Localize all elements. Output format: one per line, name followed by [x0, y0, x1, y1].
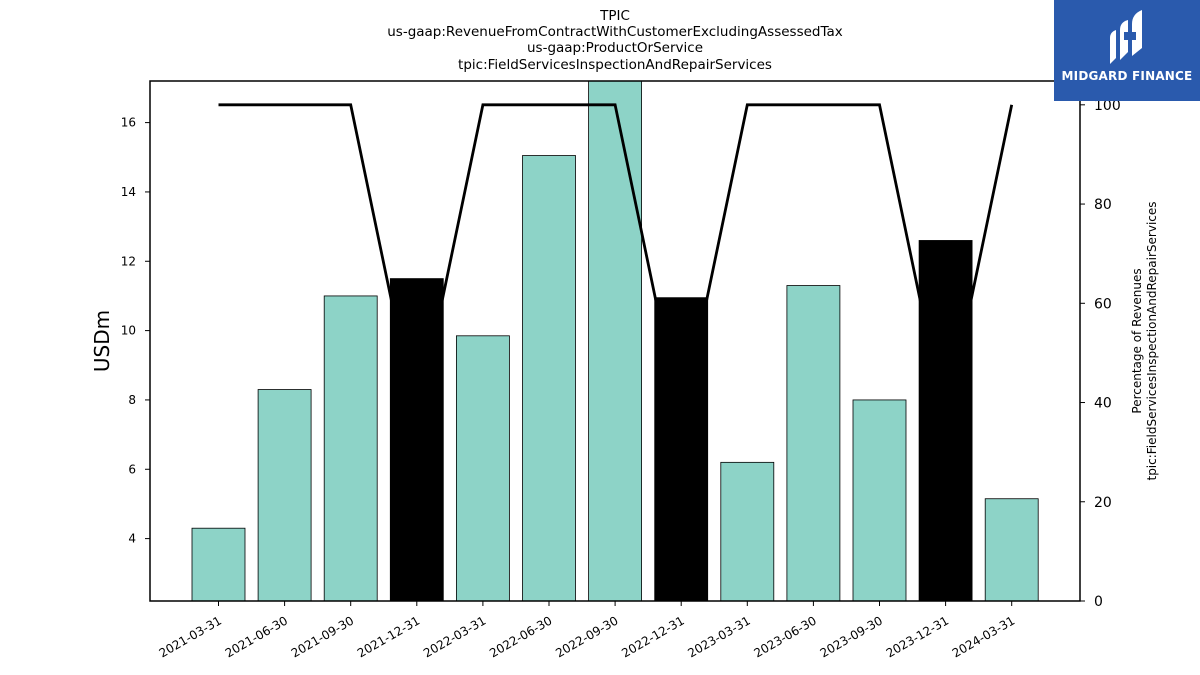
bar-2024-03-31: [984, 498, 1039, 602]
bar-2023-06-30: [786, 285, 841, 602]
x-tick-label: 2023-12-31: [884, 613, 951, 660]
x-tick-label: 2021-03-31: [157, 613, 224, 660]
left-y-tick-label: 16: [121, 116, 136, 130]
right-y-tick-label: 20: [1094, 495, 1112, 511]
title-line-4: tpic:FieldServicesInspectionAndRepairSer…: [458, 57, 772, 73]
brand-logo: MIDGARD FINANCE: [1054, 0, 1200, 101]
left-y-tick-label: 10: [121, 324, 136, 338]
bar-2022-12-31: [654, 297, 709, 602]
bar-2023-03-31: [720, 461, 775, 602]
bar-2021-09-30: [323, 295, 378, 602]
bar-2021-06-30: [257, 389, 312, 602]
x-tick-label: 2022-09-30: [553, 613, 620, 660]
x-axis: 2021-03-312021-06-302021-09-302021-12-31…: [157, 601, 1017, 660]
left-y-axis-label: USDm: [90, 310, 114, 372]
x-tick-label: 2023-03-31: [685, 613, 752, 660]
x-tick-label: 2023-06-30: [751, 613, 818, 660]
x-tick-label: 2023-09-30: [818, 613, 885, 660]
x-tick-label: 2021-09-30: [289, 613, 356, 660]
left-y-tick-label: 6: [128, 462, 136, 476]
x-tick-label: 2022-03-31: [421, 613, 488, 660]
midgard-logo-icon: [1110, 10, 1142, 64]
bar-2022-06-30: [522, 155, 576, 602]
percentage-line: [218, 103, 1014, 423]
title-line-2: us-gaap:RevenueFromContractWithCustomerE…: [387, 24, 843, 40]
left-y-tick-label: 4: [128, 532, 136, 546]
x-tick-label: 2022-12-31: [619, 613, 686, 660]
left-y-tick-label: 8: [128, 393, 136, 407]
x-tick-label: 2022-06-30: [487, 613, 554, 660]
title-line-3: us-gaap:ProductOrService: [527, 40, 703, 56]
bar-2022-03-31: [455, 335, 510, 602]
line-series: [218, 103, 1014, 423]
x-tick-label: 2021-12-31: [355, 613, 422, 660]
x-tick-label: 2024-03-31: [950, 613, 1017, 660]
x-tick-label: 2021-06-30: [223, 613, 290, 660]
bar-2021-03-31: [191, 527, 246, 602]
right-y-tick-label: 60: [1094, 296, 1112, 312]
bar-2022-09-30: [588, 80, 642, 602]
bar-2023-09-30: [852, 399, 907, 602]
right-y-axis-label-line-1: Percentage of Revenues: [1130, 268, 1144, 413]
bar-series: [191, 80, 1039, 602]
right-y-tick-label: 80: [1094, 197, 1112, 213]
right-y-axis-label-line-2: tpic:FieldServicesInspectionAndRepairSer…: [1145, 201, 1159, 480]
right-y-tick-label: 40: [1094, 396, 1112, 412]
title-line-1: TPIC: [599, 8, 630, 24]
left-y-axis: 4 6 8 10 12 14 16: [121, 116, 150, 546]
right-y-tick-label: 100: [1094, 98, 1121, 114]
right-y-axis: 0 20 40 60 80 100: [1080, 98, 1121, 610]
chart-title: TPIC us-gaap:RevenueFromContractWithCust…: [387, 8, 843, 73]
left-y-tick-label: 12: [121, 254, 136, 268]
left-y-tick-label: 14: [121, 185, 136, 199]
logo-text: MIDGARD FINANCE: [1061, 69, 1193, 83]
right-y-tick-label: 0: [1094, 594, 1103, 610]
